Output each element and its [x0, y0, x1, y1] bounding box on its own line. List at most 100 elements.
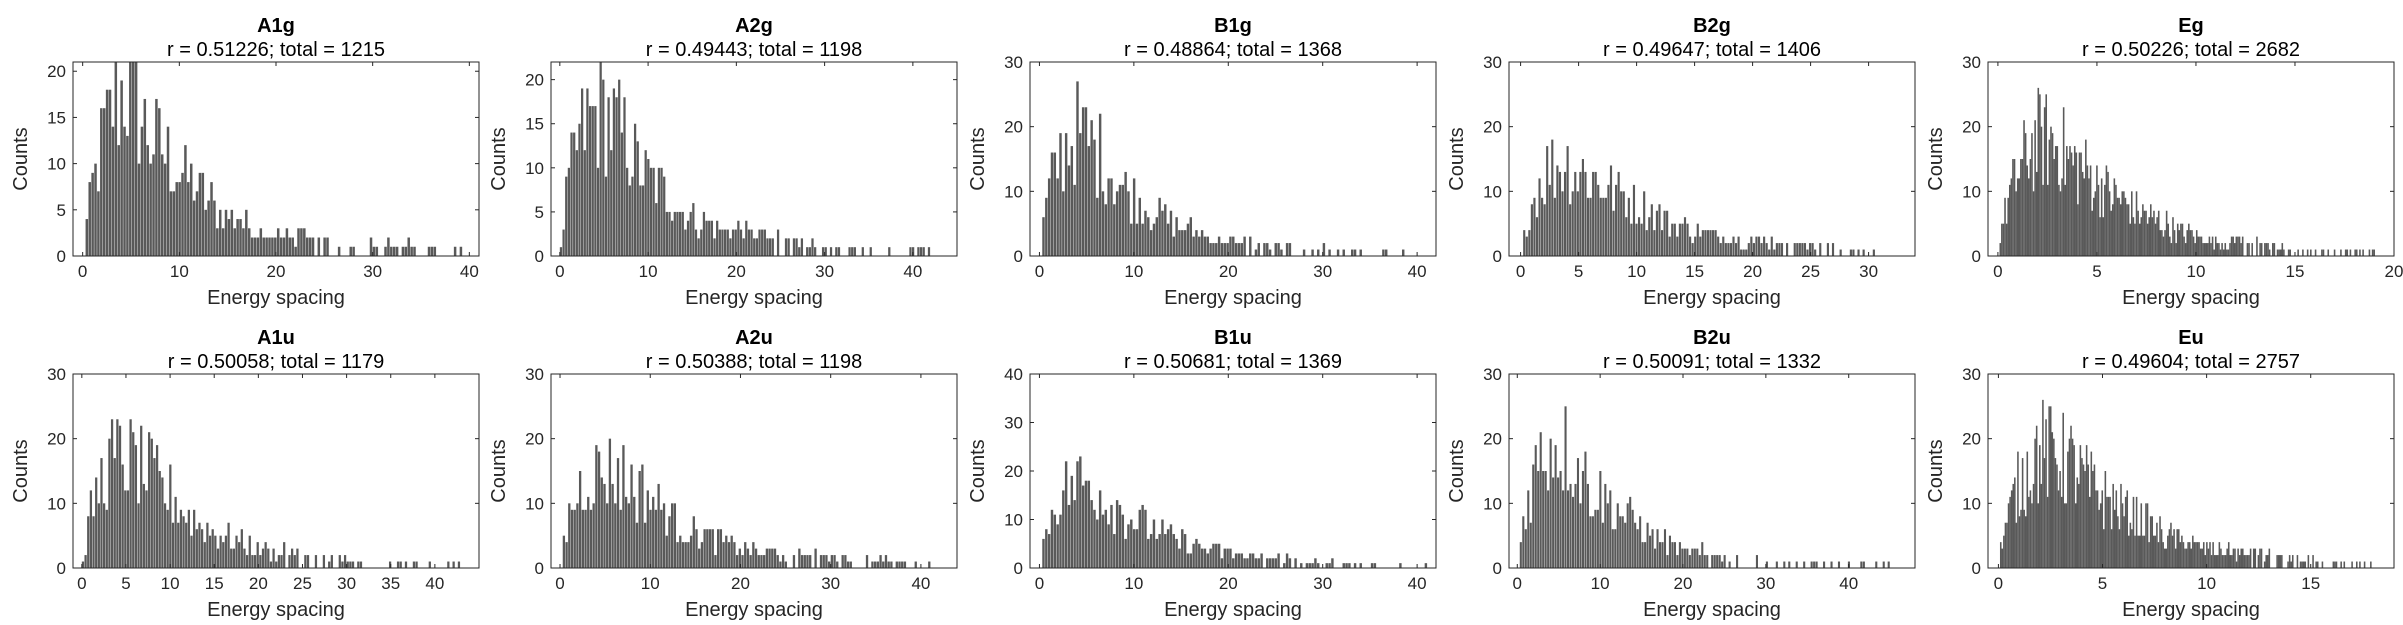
y-tick-label: 30 [1483, 53, 1502, 72]
histogram-bar [2031, 133, 2033, 256]
axes-box [1508, 373, 1916, 569]
histogram-bar [2181, 535, 2183, 568]
y-tick-label: 10 [525, 159, 544, 178]
histogram-bar [2151, 516, 2153, 568]
histogram-bar [890, 561, 893, 568]
histogram-bar [647, 159, 650, 256]
histogram-bar [2173, 230, 2176, 256]
histogram-bar [631, 176, 634, 256]
histogram-bar [2128, 535, 2130, 568]
histogram-bar [179, 509, 183, 568]
histogram-bar [618, 79, 621, 256]
histogram-bar [652, 167, 655, 256]
histogram-bar [308, 237, 312, 256]
histogram-bar [1645, 230, 1648, 256]
histogram-bar [734, 229, 737, 256]
histogram-bar [238, 542, 241, 568]
histogram-bar [2156, 217, 2158, 256]
histogram-bar [1696, 223, 1699, 256]
histogram-bar [2359, 561, 2361, 568]
panel-eu: 0 5 10 15 0 10 20 30 Eur = 0.49604; total = 2757… [1925, 327, 2395, 621]
histogram-bar [776, 555, 779, 568]
bars [85, 62, 463, 257]
histogram-bar [824, 247, 827, 256]
histogram-bar [1166, 529, 1170, 568]
histogram-bar [277, 555, 281, 568]
histogram-bar [2340, 561, 2342, 568]
histogram-bar [769, 238, 772, 256]
histogram-bar [1209, 243, 1212, 256]
histogram-bar [2316, 561, 2319, 568]
histogram-bar [2061, 178, 2063, 256]
histogram-bar [2021, 159, 2024, 256]
histogram-bar [2134, 223, 2136, 256]
histogram-bar [2238, 236, 2241, 256]
histogram-bar [349, 561, 352, 568]
histogram-bar [143, 98, 147, 256]
histogram-bar [236, 219, 239, 256]
histogram-bar [2195, 542, 2197, 568]
histogram-bar [2288, 555, 2291, 568]
histogram-bar [214, 535, 217, 568]
histogram-bar [592, 503, 595, 568]
histogram-bar [2218, 243, 2220, 256]
histogram-bar [2085, 445, 2088, 568]
histogram-bar [2118, 197, 2120, 256]
histogram-bar [2100, 178, 2103, 256]
histogram-bar [1712, 230, 1715, 256]
histogram-bar [1186, 223, 1190, 256]
x-tick-label: 30 [821, 574, 840, 593]
histogram-bar [1249, 236, 1252, 256]
histogram-bar [2202, 542, 2205, 568]
x-tick-label: 0 [1513, 574, 1522, 593]
histogram-bar [2327, 249, 2330, 256]
histogram-bar [1535, 217, 1539, 256]
histogram-bar [665, 211, 668, 256]
histogram-bar [602, 79, 605, 256]
histogram-bar [1189, 217, 1192, 256]
histogram-bar [2148, 217, 2150, 256]
histogram-bar [1683, 548, 1686, 568]
histogram-bar [288, 237, 292, 256]
histogram-bar [1586, 197, 1590, 256]
histogram-bar [2138, 223, 2141, 256]
histogram-bar [181, 172, 184, 256]
y-axis-label: Counts [10, 439, 32, 502]
histogram-bar [1750, 236, 1753, 256]
histogram-bar [1317, 563, 1320, 568]
histogram-bar [2205, 243, 2208, 256]
histogram-bar [2252, 548, 2255, 568]
histogram-bar [619, 509, 622, 568]
histogram-bar [1070, 475, 1074, 568]
histogram-bar [2214, 236, 2217, 256]
histogram-bar [2039, 94, 2041, 256]
histogram-bar [806, 555, 809, 568]
histogram-bar [719, 529, 723, 568]
histogram-bar [326, 237, 329, 256]
histogram-bar [2168, 529, 2171, 568]
histogram-bar [692, 516, 695, 568]
histogram-bar [853, 247, 856, 256]
histogram-bar [172, 191, 176, 256]
histogram-bar [1622, 191, 1625, 256]
histogram-bar [2196, 542, 2199, 568]
histogram-bar [1098, 113, 1102, 256]
histogram-bar [1607, 184, 1610, 256]
x-axis-label: Energy spacing [685, 287, 823, 309]
histogram-bar [2229, 243, 2231, 256]
histogram-bar [1635, 223, 1638, 256]
histogram-bar [2070, 425, 2072, 568]
histogram-bar [1671, 223, 1674, 256]
histogram-bar [2070, 152, 2073, 256]
histogram-bar [1554, 445, 1557, 568]
y-tick-label: 10 [525, 494, 544, 513]
histogram-bar [1826, 243, 1829, 256]
histogram-bar [227, 219, 231, 256]
histogram-bar [1648, 217, 1651, 256]
histogram-bar [1882, 561, 1885, 568]
histogram-bar [1189, 553, 1192, 568]
histogram-bar [1612, 210, 1615, 256]
histogram-bar [1424, 563, 1428, 568]
histogram-bar [89, 490, 93, 568]
histogram-bar [2279, 249, 2282, 256]
